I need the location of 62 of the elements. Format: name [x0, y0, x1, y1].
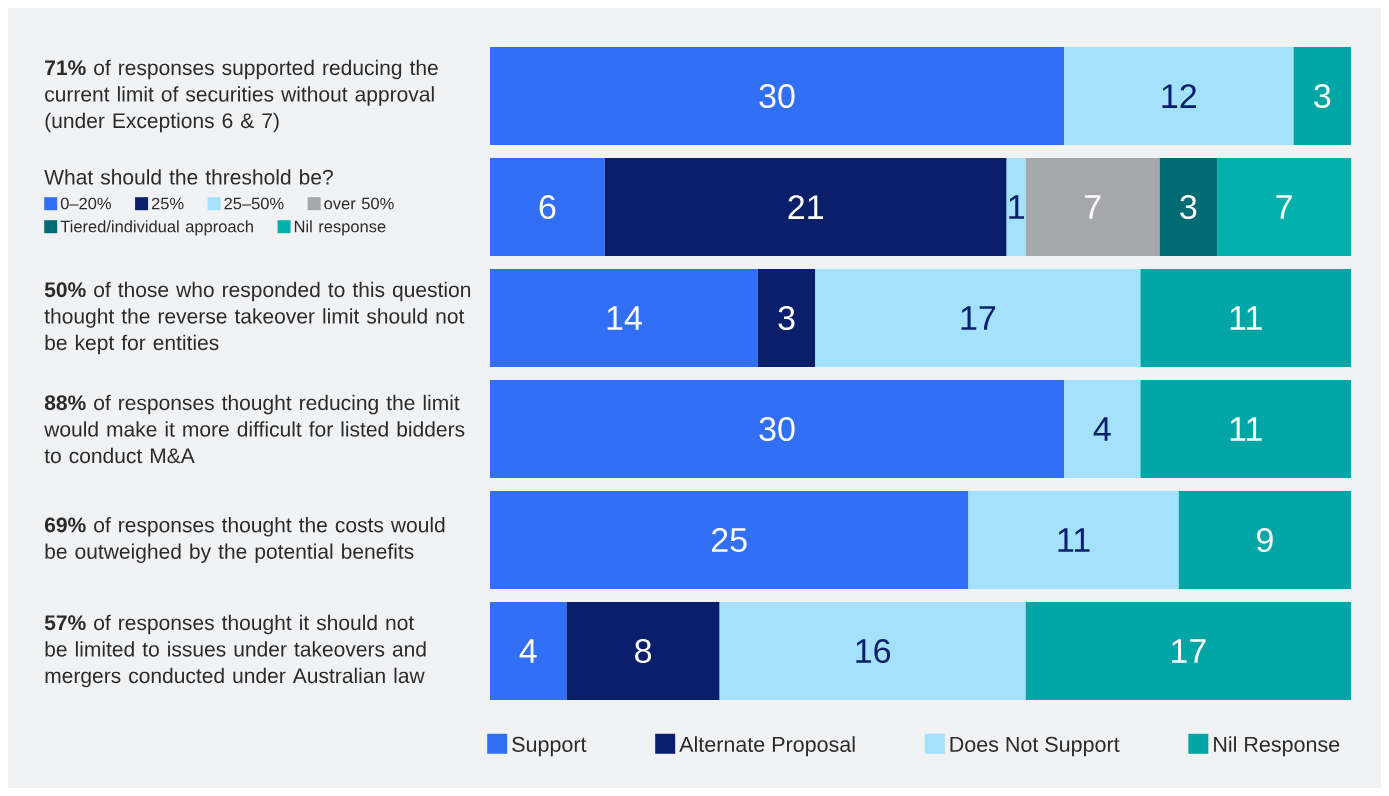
data-label: 11: [1058, 528, 1090, 552]
data-label: 16: [856, 638, 891, 664]
bar: [757, 269, 816, 368]
data-label: 21: [788, 195, 823, 219]
legend-label: Alternate Proposal: [679, 736, 855, 757]
data-label: 25: [711, 527, 747, 553]
bar: [1140, 269, 1352, 368]
data-label: 30: [759, 83, 795, 109]
legend-label: Support: [512, 736, 587, 757]
data-label: 11: [1230, 306, 1262, 330]
y-tick-label: 71% of responses supported reducing the current limit of securities without approval (under Exceptions 6 & 7): [45, 59, 438, 133]
data-label: 17: [961, 306, 996, 330]
data-label: 1: [1009, 195, 1024, 219]
y-tick-label: 50% of those who responded to this question thought the reverse takeover limit should not be kept for entities: [44, 281, 471, 355]
legend-label: Nil Response: [1214, 736, 1340, 757]
bar: [1025, 158, 1160, 257]
legend-label: Does Not Support: [950, 736, 1120, 757]
y-tick-label: 88% of responses thought reducing the limit would make it more difficult for listed bidders to conduct M&A: [44, 394, 465, 464]
y-tick-label: What should the threshold be?: [44, 169, 333, 185]
text: 25–50%: [224, 197, 284, 210]
data-label: 11: [1230, 417, 1262, 441]
bar: [1064, 380, 1141, 479]
data-label: 3: [778, 305, 795, 331]
text: 25%: [151, 197, 184, 210]
y-tick-label: 69% of responses thought the costs would be outweighed by the potential benefits: [44, 516, 445, 564]
data-label: 7: [1085, 195, 1101, 219]
text: Nil response: [294, 220, 386, 236]
data-label: 4: [519, 639, 537, 663]
data-label: 30: [759, 416, 795, 442]
bar: [490, 602, 567, 700]
bar: [490, 380, 1065, 479]
bar: [968, 491, 1179, 589]
bar: [566, 602, 720, 700]
data-label: 3: [1314, 83, 1331, 109]
data-label: 9: [1257, 527, 1273, 553]
data-label: 4: [1093, 417, 1111, 441]
bar: [1159, 158, 1218, 257]
data-label: 17: [1172, 639, 1206, 663]
bar: [1217, 158, 1352, 257]
y-tick-label: 57% of responses thought it should not be limited to issues under takeovers and mergers conducted under Australian law: [44, 614, 426, 688]
bar: [815, 269, 1141, 368]
bar: [1064, 47, 1294, 146]
legend-label: over 50%: [324, 197, 394, 210]
text: 0–20%: [60, 197, 111, 210]
data-label: 8: [635, 638, 652, 664]
data-label: 7: [1276, 195, 1292, 219]
data-label: 3: [1180, 194, 1197, 220]
bar: [490, 47, 1065, 146]
data-label: 14: [607, 306, 642, 330]
bar: [1178, 491, 1352, 589]
bar: [1006, 158, 1026, 257]
bar: [604, 158, 1007, 257]
bar: [1140, 380, 1352, 479]
bar: [1025, 602, 1352, 700]
bar: [490, 158, 605, 257]
legend-label: Tiered/individual approach: [60, 220, 253, 236]
bar: [490, 491, 969, 589]
bar: [1293, 47, 1352, 146]
bar: [490, 269, 758, 368]
bar: [719, 602, 1026, 700]
data-label: 12: [1162, 84, 1197, 108]
data-label: 6: [539, 194, 556, 220]
